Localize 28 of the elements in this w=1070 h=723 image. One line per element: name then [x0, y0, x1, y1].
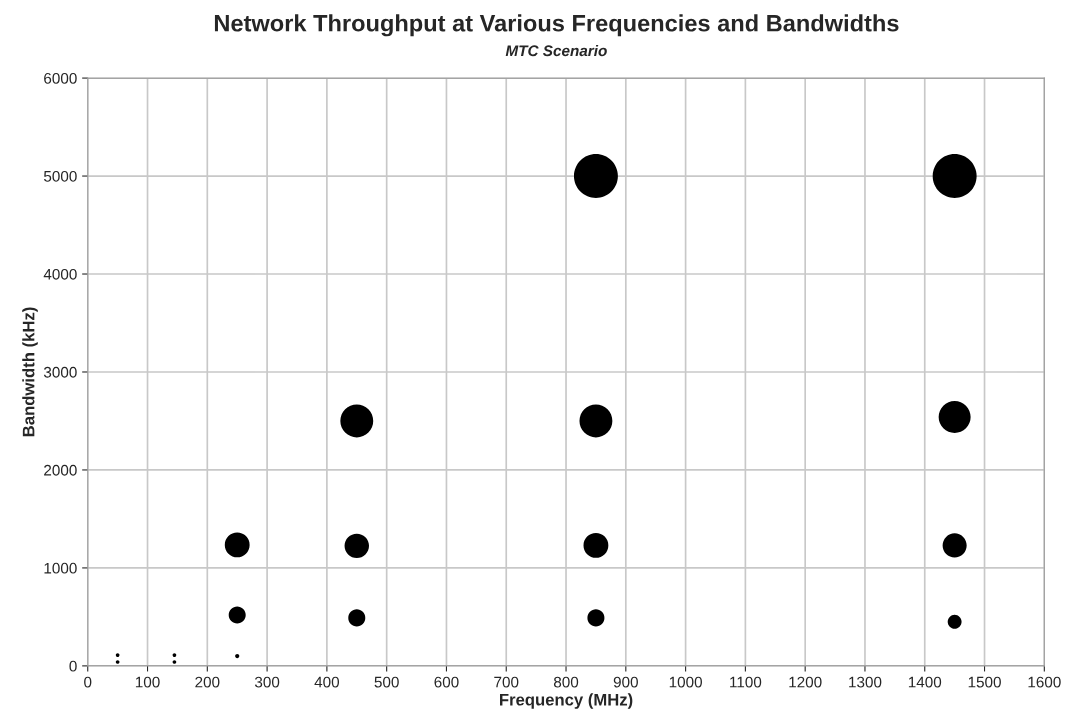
chart-subtitle: MTC Scenario: [505, 44, 607, 57]
chart-title: Network Throughput at Various Frequencies and Bandwidths: [214, 14, 899, 37]
x-tick-label: 900: [613, 676, 638, 688]
y-tick-label: 2000: [44, 464, 77, 476]
x-tick-label: 500: [374, 676, 399, 688]
x-tick-label: 1000: [669, 676, 702, 688]
y-tick-label: 0: [69, 660, 77, 672]
x-tick-label: 300: [254, 676, 280, 688]
x-tick-label: 1600: [1028, 676, 1061, 688]
x-tick-label: 100: [135, 676, 160, 688]
y-tick-label: 3000: [43, 366, 77, 378]
x-tick-label: 1200: [789, 676, 822, 688]
x-tick-label: 700: [494, 676, 519, 688]
y-tick-label: 6000: [44, 72, 77, 84]
y-tick-label: 1000: [44, 562, 77, 574]
y-tick-label: 5000: [43, 170, 77, 182]
x-tick-label: 600: [434, 676, 459, 688]
x-tick-label: 400: [314, 676, 340, 688]
x-tick-label: 0: [84, 676, 92, 688]
y-axis-title: Bandwidth (kHz): [22, 307, 38, 437]
x-tick-label: 1300: [849, 676, 882, 688]
x-tick-label: 1400: [908, 676, 942, 688]
x-axis-title: Frequency (MHz): [500, 693, 633, 709]
x-tick-label: 800: [553, 676, 579, 688]
y-tick-label: 4000: [43, 268, 77, 280]
x-tick-label: 1500: [968, 676, 1001, 688]
x-tick-label: 200: [195, 676, 220, 688]
x-tick-label: 1100: [730, 676, 762, 688]
